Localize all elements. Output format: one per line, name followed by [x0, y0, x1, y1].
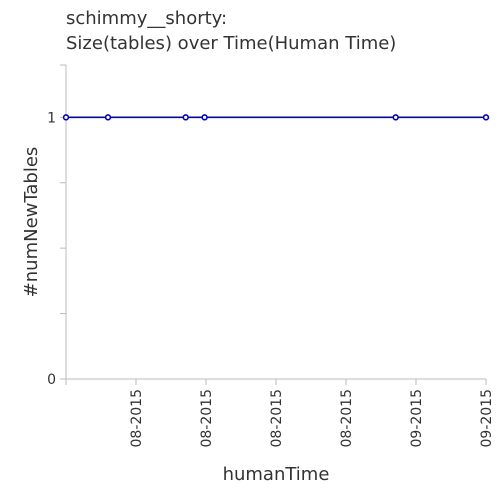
chart-title: schimmy__shorty:: [66, 8, 228, 29]
data-point: [62, 114, 70, 121]
x-tick-label: 08-2015: [339, 389, 355, 448]
data-point: [392, 114, 399, 121]
axes: 0 1 08-2015 08-2015 08-2015 08-2015 09-2015 09-…: [47, 64, 495, 448]
data-point: [182, 114, 189, 121]
data-point: [201, 114, 208, 121]
y-axis-label: #numNewTables: [21, 147, 42, 298]
x-axis-label: humanTime: [223, 464, 330, 485]
y-tick-label: 1: [47, 110, 56, 126]
y-tick-label: 0: [47, 372, 56, 388]
data-point: [482, 114, 490, 121]
data-point: [104, 114, 112, 121]
x-tick-label: 08-2015: [199, 389, 215, 448]
chart-subtitle: Size(tables) over Time(Human Time): [66, 33, 397, 54]
x-tick-label: 08-2015: [129, 389, 145, 448]
x-tick-label: 09-2015: [409, 389, 425, 448]
x-tick-label: 08-2015: [269, 389, 285, 448]
series-group: [62, 114, 490, 121]
x-tick-label: 09-2015: [479, 389, 495, 448]
